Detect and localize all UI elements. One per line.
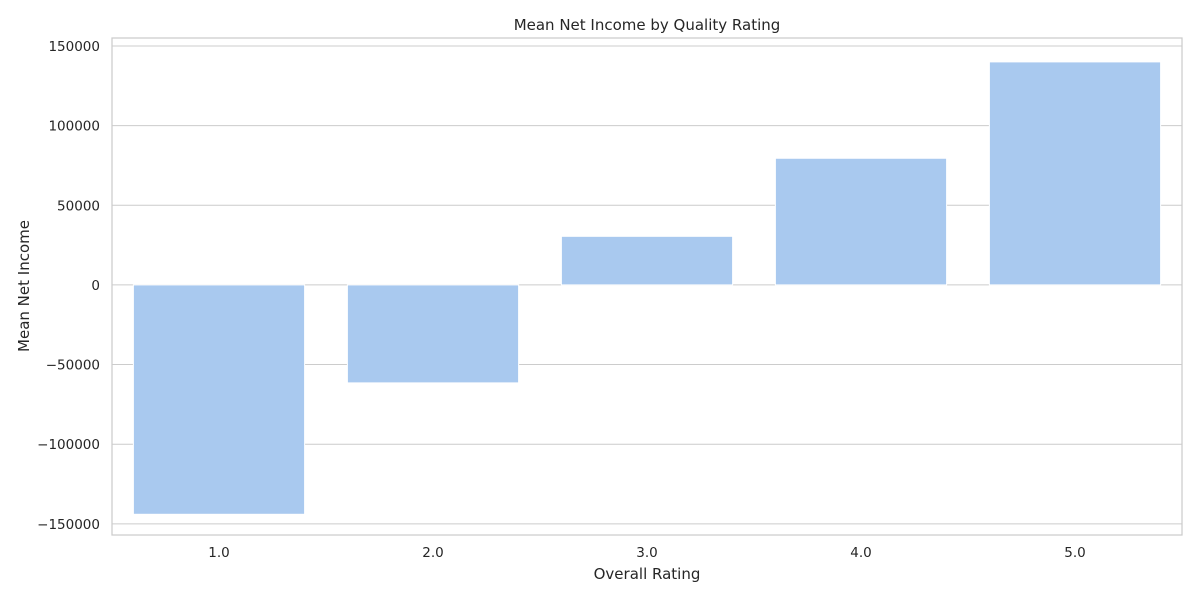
x-tick-label-2: 3.0 <box>636 545 657 561</box>
chart-title: Mean Net Income by Quality Rating <box>514 16 781 34</box>
bar-5.0 <box>988 61 1162 286</box>
y-tick-label-5: 100000 <box>48 119 100 135</box>
y-tick-label-1: −100000 <box>37 437 100 453</box>
x-tick-label-4: 5.0 <box>1064 545 1085 561</box>
bar-3.0 <box>560 235 734 286</box>
bars <box>132 61 1162 515</box>
x-tick-label-1: 2.0 <box>422 545 443 561</box>
x-tick-label-0: 1.0 <box>208 545 229 561</box>
y-tick-label-4: 50000 <box>57 198 100 214</box>
y-tick-label-3: 0 <box>91 278 100 294</box>
plot-frame <box>111 37 1183 536</box>
x-axis-label: Overall Rating <box>594 565 701 583</box>
y-tick-label-0: −150000 <box>37 517 100 533</box>
y-tick-label-6: 150000 <box>48 39 100 55</box>
y-tick-labels: −150000 −100000 −50000 0 50000 100000 150000 <box>37 39 100 533</box>
bar-2.0 <box>346 284 520 384</box>
x-tick-label-3: 4.0 <box>850 545 871 561</box>
bar-4.0 <box>774 157 948 286</box>
y-axis-label: Mean Net Income <box>15 220 33 352</box>
y-tick-label-2: −50000 <box>46 358 100 374</box>
bar-1.0 <box>132 284 306 515</box>
x-tick-labels: 1.0 2.0 3.0 4.0 5.0 <box>208 545 1085 561</box>
